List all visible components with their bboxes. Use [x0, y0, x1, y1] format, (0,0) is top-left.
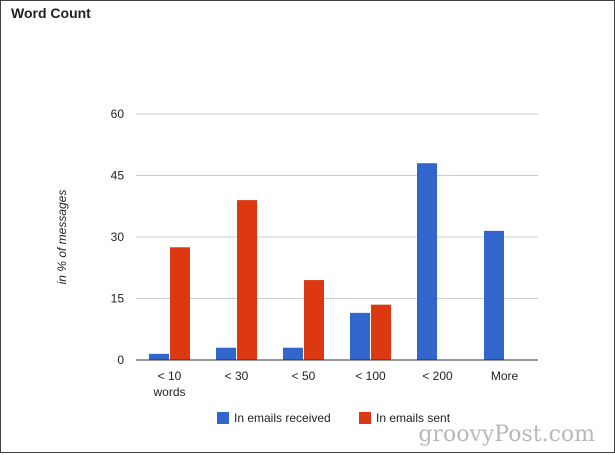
y-tick-label: 15: [111, 292, 125, 306]
bar: [417, 163, 437, 360]
y-tick-label: 60: [111, 107, 125, 121]
legend-label: In emails received: [234, 411, 331, 425]
bar: [149, 353, 169, 360]
x-tick-label: words: [152, 385, 185, 399]
legend-label: In emails sent: [376, 411, 451, 425]
watermark: groovyPost.com: [418, 422, 595, 447]
legend-swatch: [217, 412, 229, 424]
bar: [216, 347, 236, 360]
bar: [237, 200, 257, 360]
legend-swatch: [359, 412, 371, 424]
x-tick-label: More: [491, 369, 519, 383]
chart-title: Word Count: [11, 5, 91, 21]
x-tick-label: < 10: [158, 369, 182, 383]
bar: [304, 280, 324, 360]
bar: [484, 230, 504, 360]
bar: [350, 312, 370, 360]
y-tick-label: 45: [111, 169, 125, 183]
x-tick-label: < 200: [422, 369, 453, 383]
bar: [170, 247, 190, 360]
bar: [371, 304, 391, 360]
x-tick-label: < 50: [292, 369, 316, 383]
y-tick-label: 30: [111, 230, 125, 244]
y-axis-label: in % of messages: [55, 190, 69, 285]
x-tick-label: < 30: [225, 369, 249, 383]
y-tick-label: 0: [117, 353, 124, 367]
bar: [283, 347, 303, 360]
x-tick-label: < 100: [355, 369, 386, 383]
